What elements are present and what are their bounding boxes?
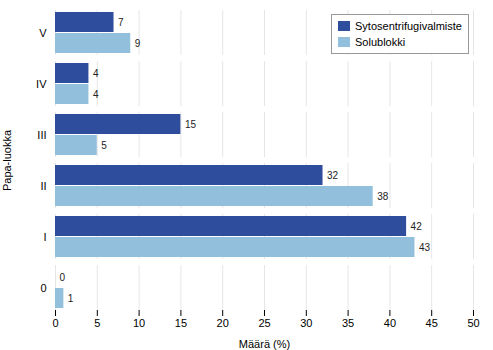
svg-text:4: 4: [93, 89, 99, 100]
svg-text:43: 43: [419, 242, 431, 253]
svg-text:0: 0: [40, 282, 46, 294]
html-text:Sytosentrifugivalmiste: Sytosentrifugivalmiste: [355, 20, 462, 32]
svg-text:1: 1: [68, 293, 74, 304]
svg-text:7: 7: [118, 17, 124, 28]
svg-text:45: 45: [426, 317, 438, 329]
svg-text:32: 32: [327, 170, 339, 181]
svg-text:5: 5: [101, 140, 107, 151]
svg-text:35: 35: [342, 317, 354, 329]
html-text:Solublokki: Solublokki: [355, 36, 406, 48]
svg-text:Papa-luokka: Papa-luokka: [1, 129, 13, 191]
svg-text:III: III: [37, 129, 46, 141]
svg-text:38: 38: [377, 191, 389, 202]
svg-text:15: 15: [185, 119, 197, 130]
svg-text:0: 0: [60, 272, 66, 283]
svg-text:Määrä (%): Määrä (%): [239, 338, 290, 350]
svg-text:5: 5: [94, 317, 100, 329]
svg-text:V: V: [39, 27, 47, 39]
svg-text:4: 4: [93, 68, 99, 79]
svg-text:20: 20: [217, 317, 229, 329]
svg-text:10: 10: [133, 317, 145, 329]
svg-text:30: 30: [300, 317, 312, 329]
svg-text:25: 25: [258, 317, 270, 329]
svg-text:IV: IV: [36, 78, 47, 90]
svg-text:42: 42: [411, 221, 423, 232]
svg-text:0: 0: [52, 317, 58, 329]
svg-text:9: 9: [135, 38, 141, 49]
svg-text:50: 50: [467, 317, 479, 329]
svg-text:40: 40: [384, 317, 396, 329]
svg-text:II: II: [40, 180, 46, 192]
svg-text:15: 15: [175, 317, 187, 329]
svg-text:I: I: [43, 231, 46, 243]
